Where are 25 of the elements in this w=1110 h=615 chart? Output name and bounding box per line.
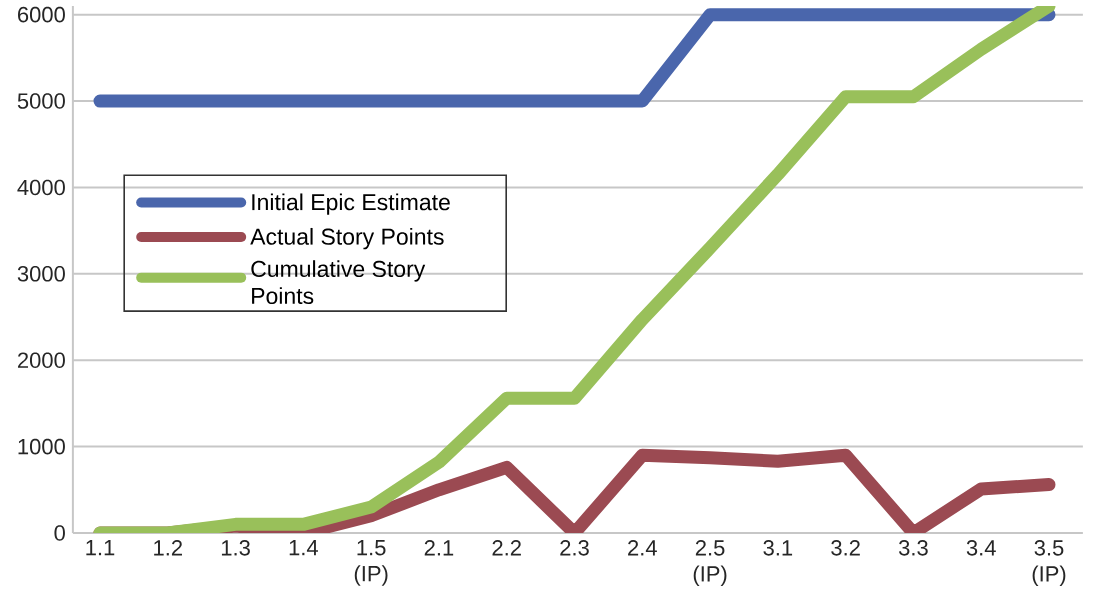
y-tick-label: 5000: [17, 93, 65, 109]
y-tick-label: 4000: [17, 179, 65, 196]
x-tick-label: 3.3: [898, 540, 928, 556]
x-tick-label: 1.3: [221, 540, 250, 556]
y-tick-label: 6000: [18, 6, 65, 23]
x-tick-label: 3.4: [966, 540, 996, 556]
x-tick-label: 1.1: [86, 540, 115, 556]
x-tick-label: 2.3: [560, 540, 589, 556]
x-tick-label: 2.5 (IP): [693, 540, 727, 586]
legend-label: Actual Story Points: [250, 227, 444, 250]
y-tick-label: 1000: [18, 438, 65, 455]
x-tick-label: 1.2: [154, 540, 182, 556]
legend-label: Initial Epic Estimate: [252, 193, 450, 215]
legend-label: Cumulative Story Points: [251, 260, 426, 305]
x-tick-label: 2.2: [492, 540, 521, 556]
y-tick-label: 3000: [17, 266, 65, 282]
x-tick-label: 1.5 (IP): [354, 540, 388, 586]
y-tick-label: 0: [54, 525, 65, 541]
x-tick-label: 3.2: [831, 540, 860, 556]
x-tick-label: 3.1: [763, 540, 793, 556]
x-tick-label: 1.4: [289, 540, 318, 556]
x-tick-label: 2.1: [424, 540, 454, 556]
x-tick-label: 3.5 (IP): [1032, 540, 1066, 586]
x-tick-label: 2.4: [628, 540, 657, 556]
y-tick-label: 2000: [17, 352, 65, 368]
